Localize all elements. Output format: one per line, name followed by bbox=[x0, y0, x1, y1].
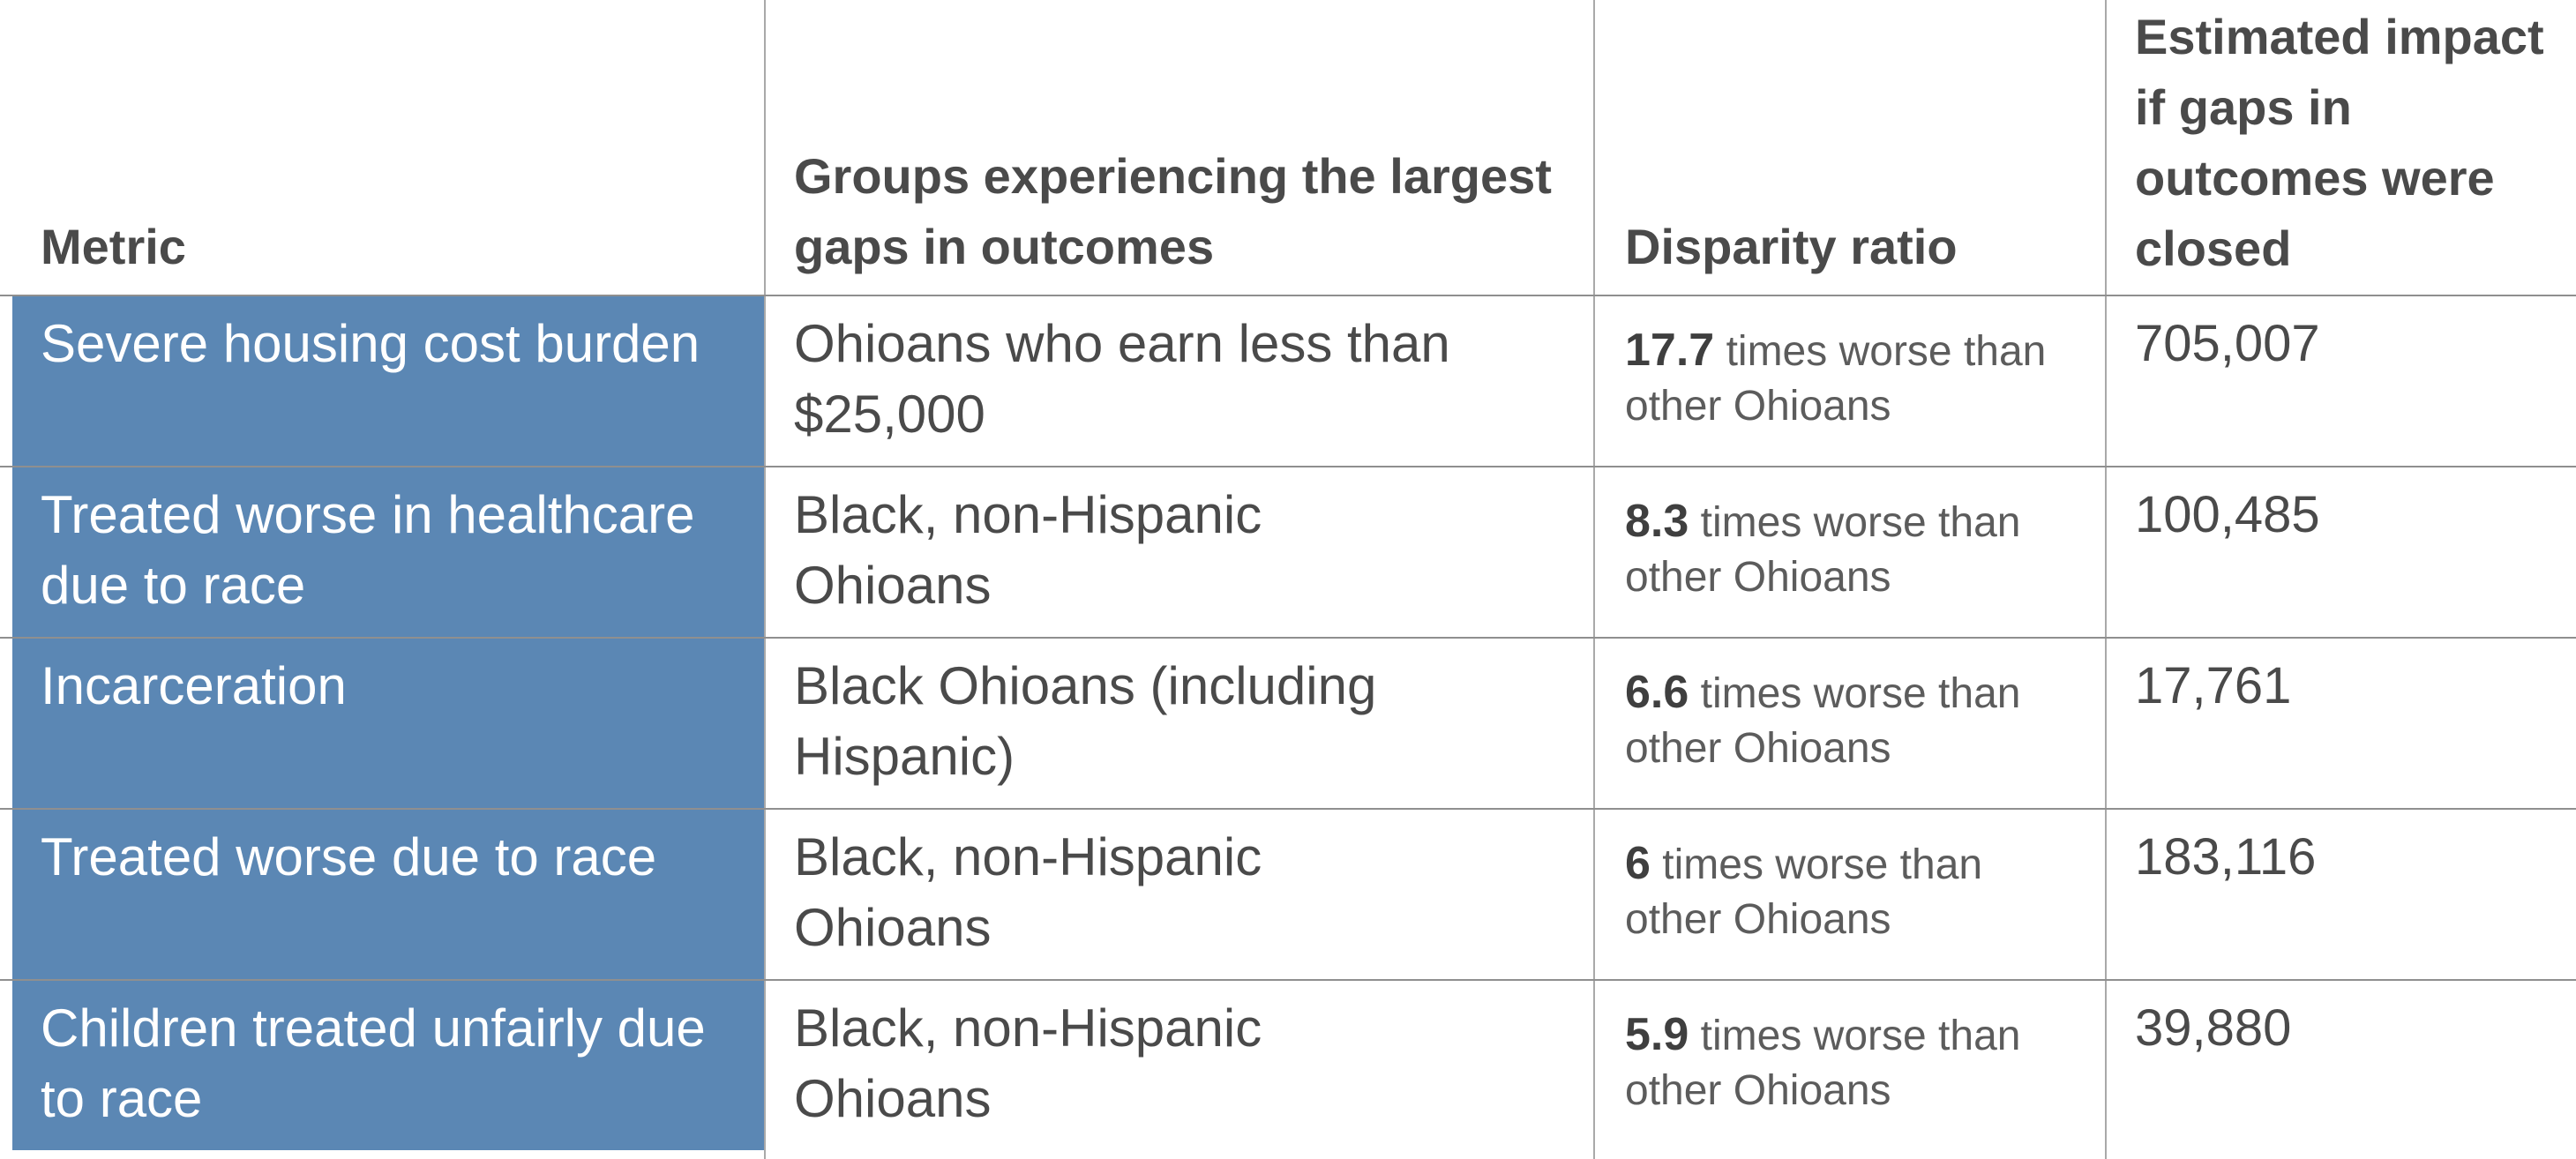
group-label: Black, non-Hispanic Ohioans bbox=[794, 998, 1262, 1128]
header-impact: Estimated impact if gaps in outcomes wer… bbox=[2135, 9, 2544, 276]
impact-value: 183,116 bbox=[2135, 828, 2317, 886]
disparity-ratio: 6 times worse than other Ohioans bbox=[1625, 836, 2084, 947]
impact-value: 100,485 bbox=[2135, 486, 2320, 543]
metric-label: Severe housing cost burden bbox=[41, 314, 700, 373]
metric-label: Treated worse due to race bbox=[41, 827, 657, 886]
metric-cell: Severe housing cost burden bbox=[12, 296, 764, 466]
group-label: Black, non-Hispanic Ohioans bbox=[794, 485, 1262, 615]
group-label: Ohioans who earn less than $25,000 bbox=[794, 314, 1450, 444]
row-divider bbox=[0, 637, 2576, 639]
header-ratio: Disparity ratio bbox=[1625, 219, 1958, 274]
group-label: Black Ohioans (including Hispanic) bbox=[794, 656, 1377, 786]
ratio-value: 5.9 bbox=[1625, 1009, 1689, 1060]
impact-value: 705,007 bbox=[2135, 315, 2320, 372]
impact-value: 17,761 bbox=[2135, 657, 2292, 714]
column-divider bbox=[1593, 0, 1595, 1159]
ratio-value: 8.3 bbox=[1625, 496, 1689, 547]
ratio-value: 17.7 bbox=[1625, 325, 1715, 376]
impact-value: 39,880 bbox=[2135, 999, 2292, 1057]
ratio-text: times worse than other Ohioans bbox=[1625, 328, 2047, 430]
metric-label: Treated worse in healthcare due to race bbox=[41, 485, 695, 615]
metric-cell: Treated worse due to race bbox=[12, 810, 764, 979]
row-divider bbox=[0, 466, 2576, 467]
header-groups: Groups experiencing the largest gaps in … bbox=[794, 148, 1552, 274]
disparity-ratio: 6.6 times worse than other Ohioans bbox=[1625, 665, 2093, 776]
row-divider bbox=[0, 295, 2576, 296]
metric-label: Children treated unfairly due to race bbox=[41, 998, 706, 1128]
ratio-value: 6.6 bbox=[1625, 667, 1689, 718]
metric-cell: Incarceration bbox=[12, 639, 764, 808]
header-metric: Metric bbox=[41, 219, 186, 274]
ratio-value: 6 bbox=[1625, 838, 1651, 889]
metric-cell: Treated worse in healthcare due to race bbox=[12, 467, 764, 637]
row-divider bbox=[0, 979, 2576, 981]
group-label: Black, non-Hispanic Ohioans bbox=[794, 827, 1262, 957]
metric-cell: Children treated unfairly due to race bbox=[12, 981, 764, 1150]
column-divider bbox=[764, 0, 766, 1159]
ratio-text: times worse than other Ohioans bbox=[1625, 1013, 2021, 1114]
ratio-text: times worse than other Ohioans bbox=[1625, 670, 2021, 772]
disparity-ratio: 5.9 times worse than other Ohioans bbox=[1625, 1007, 2093, 1118]
disparity-ratio: 17.7 times worse than other Ohioans bbox=[1625, 323, 2093, 434]
metric-label: Incarceration bbox=[41, 656, 347, 715]
disparity-ratio: 8.3 times worse than other Ohioans bbox=[1625, 494, 2093, 605]
ratio-text: times worse than other Ohioans bbox=[1625, 841, 1983, 943]
ratio-text: times worse than other Ohioans bbox=[1625, 499, 2021, 601]
row-divider bbox=[0, 808, 2576, 810]
column-divider bbox=[2105, 0, 2107, 1159]
